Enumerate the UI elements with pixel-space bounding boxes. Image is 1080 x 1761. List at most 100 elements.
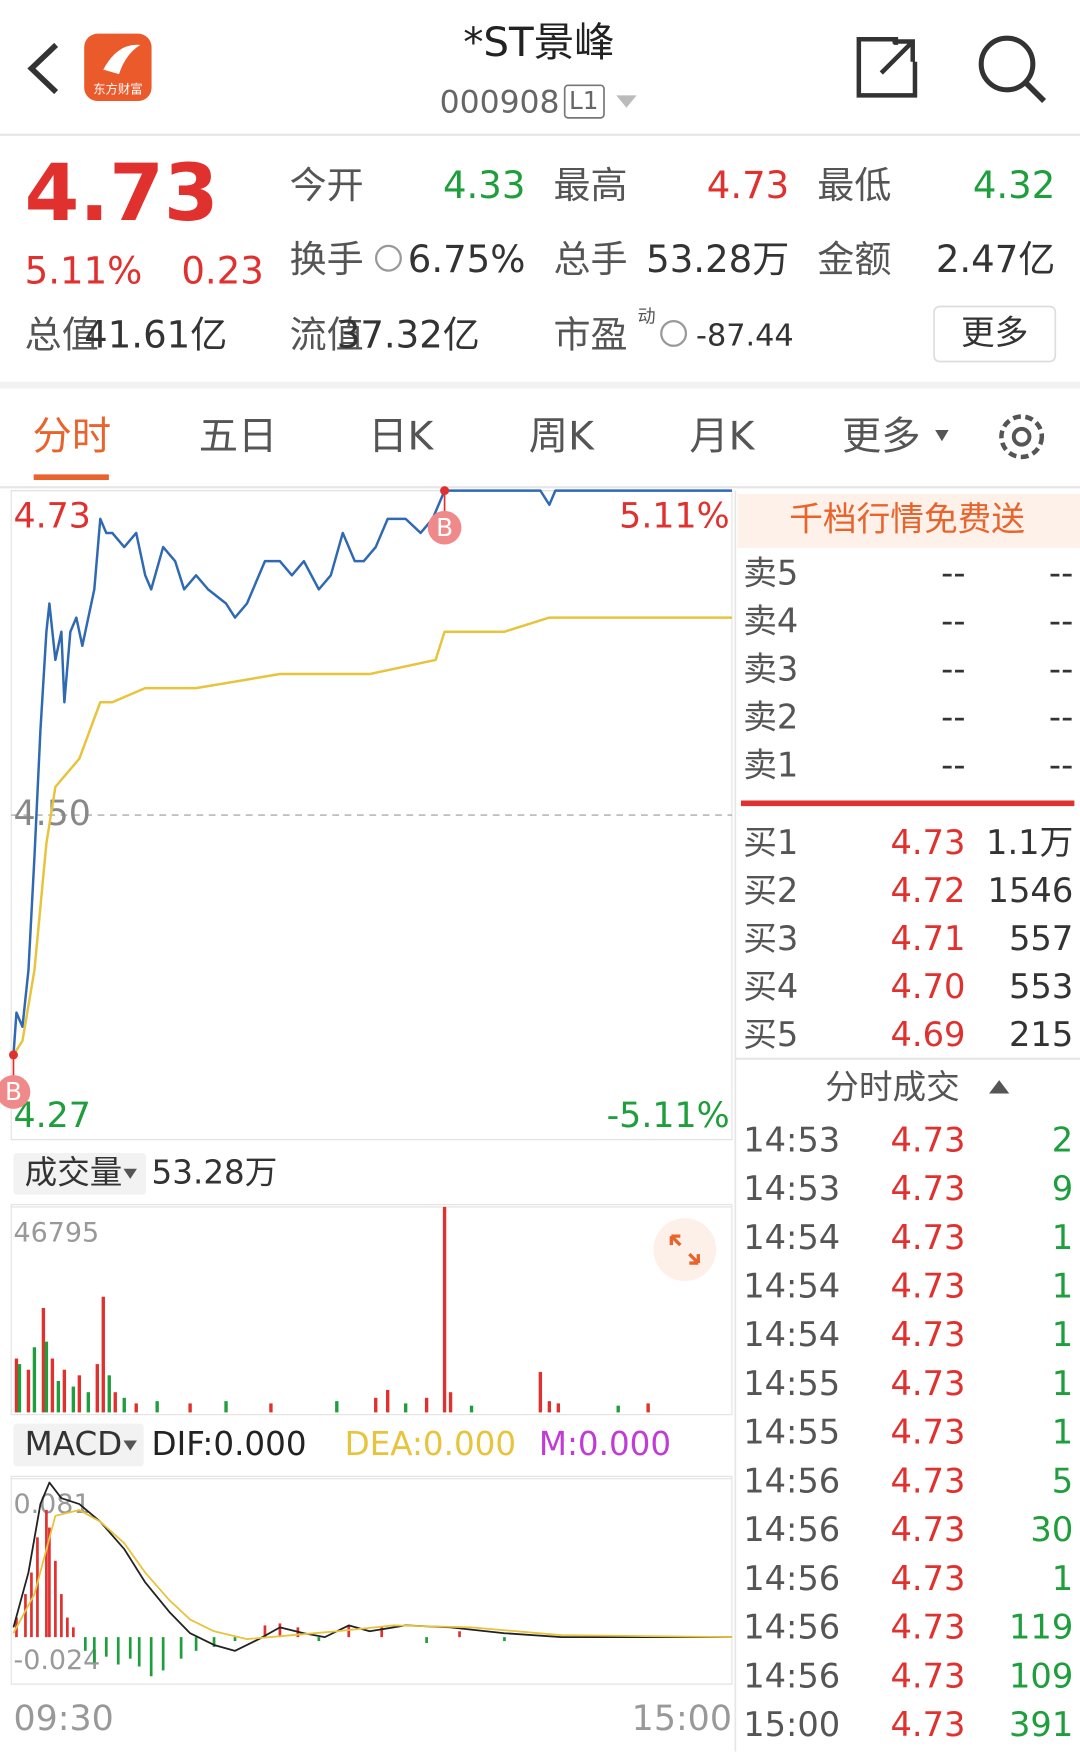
book-volume: 1.1万: [986, 823, 1073, 862]
macd-bar: [128, 1637, 132, 1659]
search-button[interactable]: [978, 35, 1036, 93]
volume-bar: [62, 1369, 67, 1413]
share-button[interactable]: [856, 37, 918, 98]
series-line: [12, 489, 732, 1056]
back-button[interactable]: [27, 42, 59, 95]
volume-selector[interactable]: [13, 1153, 146, 1195]
volume-total: 53.28万: [152, 1153, 278, 1191]
macd-dif: DIF:0.000: [152, 1425, 307, 1463]
series-line: [12, 1509, 732, 1640]
macd-bar: [161, 1637, 165, 1671]
book-price: --: [941, 649, 965, 688]
macd-bar: [179, 1637, 183, 1659]
macd-bar: [30, 1572, 33, 1638]
trade-volume: 119: [1009, 1608, 1073, 1647]
volume-bar: [44, 1341, 49, 1413]
trade-time: 15:00: [743, 1705, 840, 1744]
y-tick-label: 4.73: [13, 497, 90, 537]
book-price: 4.69: [891, 1015, 966, 1054]
trade-volume: 30: [1030, 1510, 1073, 1549]
stat-label: 总手: [553, 238, 627, 281]
trade-volume: 109: [1009, 1656, 1073, 1695]
book-label: 卖4: [743, 601, 798, 640]
volume-bar: [56, 1380, 61, 1413]
trade-price: 4.73: [891, 1120, 966, 1159]
stat-value: 4.73: [707, 164, 789, 207]
info-icon[interactable]: [660, 319, 688, 347]
book-volume: --: [1049, 697, 1073, 736]
code-dropdown[interactable]: [616, 95, 637, 108]
volume-bar: [71, 1386, 76, 1413]
book-label: 买5: [743, 1015, 798, 1054]
more-text: 更多: [961, 313, 1028, 352]
volume-bar: [32, 1347, 37, 1413]
stat-superscript: 动: [638, 307, 656, 328]
settings-button[interactable]: [999, 414, 1045, 460]
volume-bar: [134, 1403, 138, 1413]
macd-title: MACD: [25, 1425, 123, 1463]
stock-code: 000908: [440, 84, 560, 120]
trade-price: 4.73: [891, 1608, 966, 1647]
trade-time: 14:56: [743, 1559, 840, 1598]
macd-bar: [503, 1637, 506, 1642]
stat-value: 37.32亿: [337, 313, 480, 356]
book-price: --: [941, 697, 965, 736]
volume-bar: [113, 1392, 117, 1413]
trade-volume: 2: [1052, 1120, 1073, 1159]
book-volume: --: [1049, 553, 1073, 592]
trades-title: 分时成交: [825, 1068, 960, 1107]
macd-selector[interactable]: [13, 1423, 144, 1467]
macd-bar: [48, 1527, 51, 1638]
trade-time: 14:56: [743, 1608, 840, 1647]
trade-marker: [0, 1075, 31, 1109]
tab[interactable]: 五日: [199, 414, 278, 459]
trades-toggle[interactable]: [989, 1080, 1010, 1094]
stat-value: 4.32: [973, 164, 1055, 207]
stat-label: 今开: [290, 164, 364, 207]
trade-price: 4.73: [891, 1266, 966, 1305]
stat-label: 总值: [25, 313, 99, 356]
more-button[interactable]: [933, 305, 1057, 363]
expand-button[interactable]: [653, 1218, 717, 1282]
last-price: 4.73: [25, 147, 219, 239]
book-volume: --: [1049, 601, 1073, 640]
tab[interactable]: 更多: [842, 414, 921, 459]
trade-price: 4.73: [891, 1461, 966, 1500]
trade-volume: 9: [1052, 1169, 1073, 1208]
info-icon[interactable]: [374, 244, 402, 272]
macd-bar: [66, 1617, 69, 1638]
trade-volume: 1: [1052, 1559, 1073, 1598]
volume-bar: [538, 1371, 543, 1413]
trade-price: 4.73: [891, 1413, 966, 1452]
macd-bar: [45, 1509, 48, 1638]
search-handle: [1024, 81, 1047, 104]
banner[interactable]: [737, 494, 1080, 548]
macd-bar: [104, 1637, 108, 1657]
tab[interactable]: 周K: [529, 414, 595, 459]
selector-arrow: [123, 1168, 137, 1179]
book-volume: 1546: [988, 871, 1074, 910]
macd-bar: [60, 1594, 63, 1638]
volume-bar: [155, 1401, 159, 1413]
change: 0.23: [181, 249, 263, 292]
volume-bar: [41, 1307, 46, 1413]
macd-bar: [212, 1637, 216, 1647]
macd-bar: [54, 1560, 57, 1638]
trade-volume: 1: [1052, 1218, 1073, 1257]
volume-bar: [77, 1375, 82, 1413]
tab[interactable]: 日K: [368, 414, 434, 459]
trade-price: 4.73: [891, 1364, 966, 1403]
volume-bar: [86, 1392, 90, 1413]
logo-mark: [103, 44, 141, 75]
tab[interactable]: 月K: [689, 414, 755, 459]
trade-volume: 1: [1052, 1315, 1073, 1354]
trade-marker-text: B: [5, 1077, 22, 1106]
tab[interactable]: 分时: [33, 414, 112, 459]
expand-icon: [669, 1234, 700, 1265]
volume-title: 成交量: [25, 1153, 123, 1191]
trade-time: 14:55: [743, 1364, 840, 1403]
level-badge: [563, 84, 605, 119]
tab-dropdown-arrow: [935, 430, 949, 442]
macd-bar: [317, 1637, 321, 1642]
